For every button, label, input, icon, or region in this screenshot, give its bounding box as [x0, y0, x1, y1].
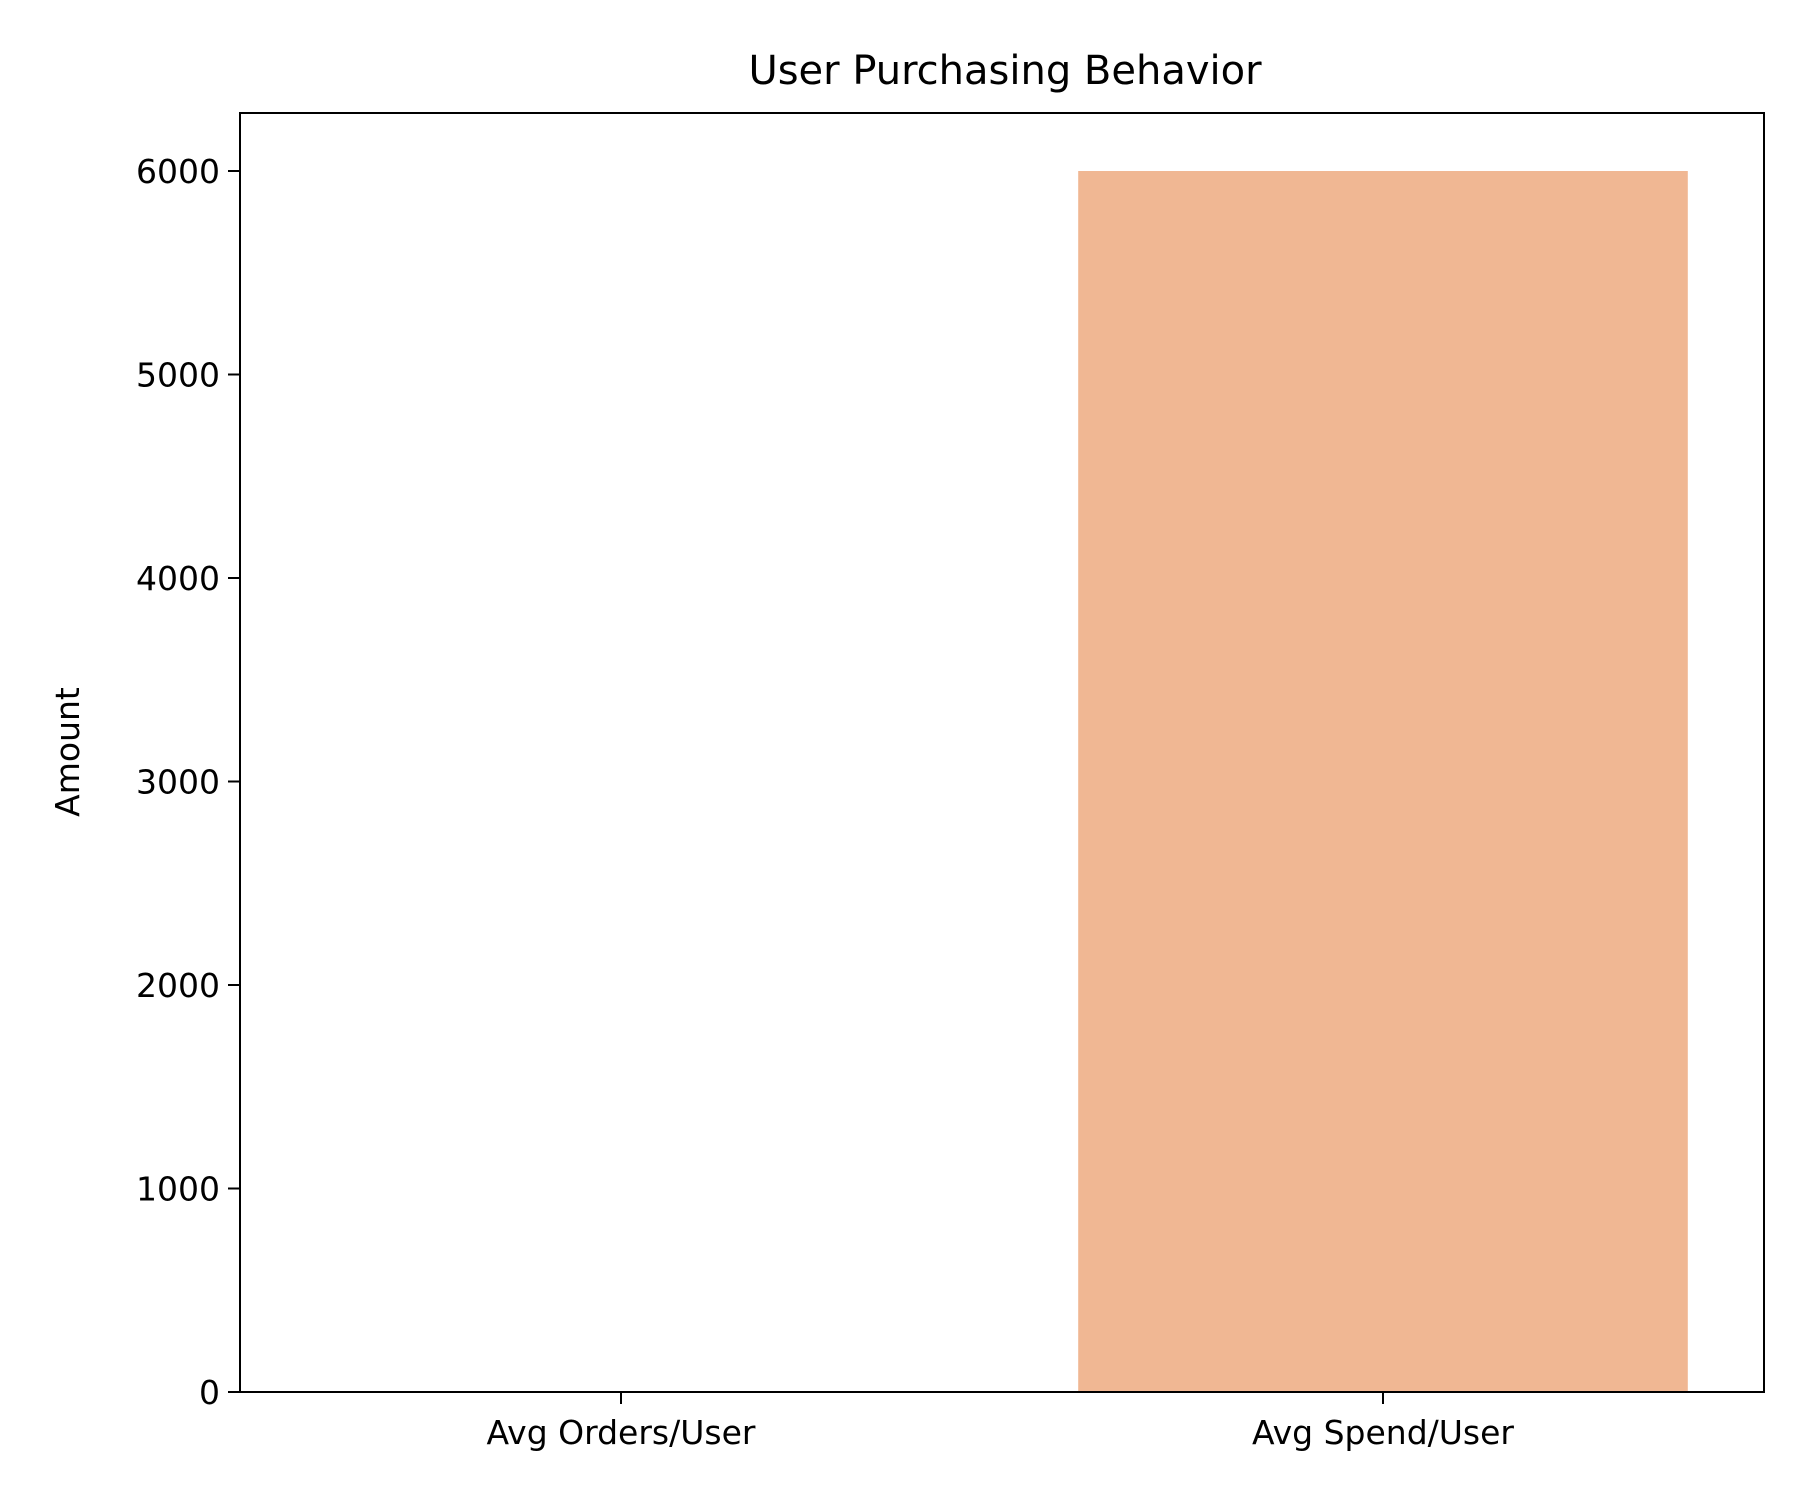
bars [316, 171, 1688, 1392]
y-tick-label-6: 6000 [136, 152, 220, 191]
y-tick-label-1: 1000 [136, 1169, 220, 1208]
y-tick-label-3: 3000 [136, 762, 220, 801]
x-axis-ticks: Avg Orders/User Avg Spend/User [487, 1392, 1514, 1452]
x-tick-label-1: Avg Spend/User [1252, 1413, 1514, 1452]
x-tick-label-0: Avg Orders/User [487, 1413, 756, 1452]
y-tick-label-4: 4000 [136, 559, 220, 598]
plot-frame [239, 112, 1765, 1393]
y-tick-label-0: 0 [199, 1373, 220, 1412]
chart-title: User Purchasing Behavior [748, 48, 1262, 94]
y-tick-label-5: 5000 [136, 355, 220, 394]
y-tick-label-2: 2000 [136, 966, 220, 1005]
y-axis-ticks: 0 1000 2000 3000 4000 5000 6000 [136, 152, 240, 1412]
y-axis-label: Amount [48, 687, 87, 817]
bar-1 [1078, 171, 1688, 1392]
